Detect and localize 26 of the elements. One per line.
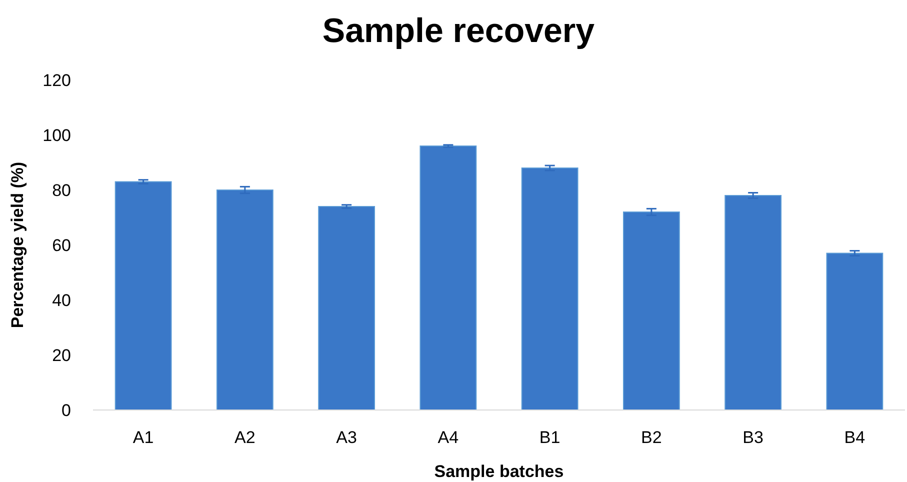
y-axis-title: Percentage yield (%) bbox=[8, 162, 27, 328]
bar bbox=[724, 195, 782, 410]
bar bbox=[521, 168, 578, 410]
bar bbox=[216, 190, 274, 410]
x-tick-label: A3 bbox=[336, 428, 357, 447]
x-tick-label: B3 bbox=[742, 428, 764, 447]
x-tick-label: A1 bbox=[132, 428, 154, 447]
chart-title: Sample recovery bbox=[322, 12, 595, 50]
x-tick-label: A2 bbox=[234, 428, 256, 447]
y-tick-label: 80 bbox=[52, 180, 71, 200]
y-tick-label: 0 bbox=[62, 400, 71, 420]
x-tick-label: B4 bbox=[844, 428, 866, 447]
bar bbox=[622, 212, 680, 410]
y-tick-label: 20 bbox=[52, 346, 71, 365]
bar bbox=[114, 181, 172, 410]
y-tick-label: 60 bbox=[52, 236, 71, 255]
x-tick-label: B1 bbox=[539, 428, 560, 447]
bar bbox=[318, 206, 376, 410]
x-tick-label: A4 bbox=[438, 428, 459, 447]
x-axis-title: Sample batches bbox=[434, 462, 564, 481]
y-tick-label: 100 bbox=[42, 126, 71, 145]
bar bbox=[420, 146, 477, 410]
x-tick-label: B2 bbox=[641, 428, 662, 447]
y-tick-label: 120 bbox=[42, 70, 71, 90]
y-tick-label: 40 bbox=[52, 290, 71, 310]
bar bbox=[826, 252, 884, 410]
